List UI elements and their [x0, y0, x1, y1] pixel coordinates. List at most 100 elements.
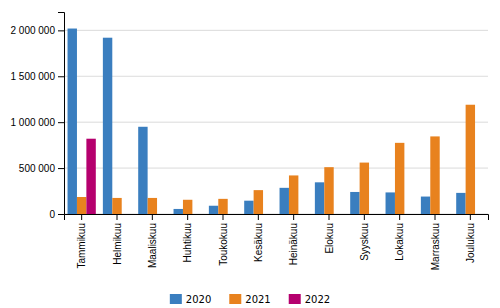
legend: 2020 2021 2022: [170, 294, 330, 305]
x-tick-mark: [435, 214, 436, 220]
bar: [421, 197, 430, 214]
x-tick-label: Kesäkuu: [253, 223, 264, 262]
x-tick-label: Marraskuu: [430, 223, 441, 270]
bar: [86, 139, 95, 214]
bar: [289, 175, 298, 214]
x-tick-mark: [470, 214, 471, 220]
legend-label: 2020: [186, 294, 211, 305]
bar: [122, 214, 131, 215]
y-tick-label: 2 000 000: [11, 25, 56, 36]
plot: 0 500 000 1 000 000 1 500 000 2 000 000 Tammi…: [11, 13, 489, 271]
bar: [138, 127, 147, 214]
x-tick-mark: [117, 214, 118, 220]
y-tick: 1 000 000: [11, 117, 65, 128]
x-tick: Toukokuu: [218, 214, 229, 266]
y-tick: 0: [49, 209, 64, 220]
y-tick-label: 500 000: [19, 163, 56, 174]
x-tick-mark: [258, 214, 259, 220]
bar: [174, 209, 183, 214]
grid-line: [64, 76, 488, 77]
bar: [298, 214, 307, 215]
x-tick: Maaliskuu: [147, 214, 158, 268]
legend-swatch: [289, 294, 301, 304]
legend-item: 2021: [229, 294, 270, 305]
bar: [68, 29, 77, 214]
bar-series: [68, 29, 466, 214]
bar: [103, 38, 112, 214]
y-axis-line: [58, 13, 65, 215]
x-tick-mark: [187, 214, 188, 220]
bar: [263, 214, 272, 215]
grid-line: [64, 30, 488, 31]
bar: [456, 193, 465, 214]
x-tick-label: Heinäkuu: [288, 223, 299, 265]
bar: [148, 198, 157, 214]
y-tick-mark: [58, 30, 64, 31]
bar: [360, 163, 369, 214]
bar: [77, 197, 86, 214]
x-tick: Syyskuu: [359, 214, 370, 261]
y-tick-mark: [58, 168, 64, 169]
x-tick: Marraskuu: [430, 214, 441, 270]
y-tick-mark: [58, 76, 64, 77]
bar: [369, 214, 378, 215]
legend-swatch: [170, 294, 182, 304]
bar: [386, 192, 395, 214]
bar: [430, 136, 439, 214]
bar: [157, 214, 166, 215]
bar: [209, 206, 218, 214]
bar: [228, 214, 237, 215]
bar: [280, 188, 289, 214]
x-tick-label: Joulukuu: [465, 223, 476, 263]
x-tick-label: Syyskuu: [359, 223, 370, 261]
bars: [68, 29, 476, 214]
x-tick-label: Lokakuu: [394, 223, 405, 261]
bar: [324, 167, 333, 214]
legend-item: 2022: [289, 294, 330, 305]
x-tick-mark: [364, 214, 365, 220]
chart: 0 500 000 1 000 000 1 500 000 2 000 000 Tammi…: [0, 0, 500, 308]
x-tick-mark: [399, 214, 400, 220]
x-axis-line: [65, 215, 489, 221]
x-tick-label: Toukokuu: [218, 223, 229, 266]
x-tick: Elokuu: [324, 214, 335, 254]
y-tick: 500 000: [19, 163, 64, 174]
x-tick-label: Helmikuu: [112, 223, 123, 265]
x-tick-mark: [152, 214, 153, 220]
x-tick: Kesäkuu: [253, 214, 264, 262]
bar: [350, 192, 359, 214]
grid-line: [64, 122, 488, 123]
bar: [334, 214, 343, 215]
bar: [183, 200, 192, 214]
bar: [404, 214, 413, 215]
x-tick-label: Tammikuu: [76, 223, 87, 269]
x-tick-label: Elokuu: [324, 223, 335, 254]
x-tick-mark: [223, 214, 224, 220]
y-tick-mark: [58, 122, 64, 123]
y-axis: 0 500 000 1 000 000 1 500 000 2 000 000: [11, 13, 65, 220]
y-tick-mark: [58, 214, 64, 215]
x-tick: Heinäkuu: [288, 214, 299, 265]
y-tick-label: 1 000 000: [11, 117, 56, 128]
bar: [244, 201, 253, 214]
x-tick-label: Huhtikuu: [182, 223, 193, 262]
legend-item: 2020: [170, 294, 211, 305]
bar: [315, 182, 324, 214]
bar-series: [77, 105, 475, 214]
bar: [192, 214, 201, 215]
bar: [440, 214, 449, 215]
grid-line: [64, 168, 488, 169]
y-tick: 1 500 000: [11, 71, 65, 82]
x-tick: Tammikuu: [76, 214, 87, 269]
bar: [218, 199, 227, 214]
legend-label: 2022: [305, 294, 330, 305]
bar-series: [86, 139, 95, 214]
bar: [395, 143, 404, 214]
y-tick: 2 000 000: [11, 25, 65, 36]
x-tick: Huhtikuu: [182, 214, 193, 262]
bar: [475, 214, 484, 215]
grid: [64, 30, 488, 214]
x-tick-mark: [81, 214, 82, 220]
x-tick-mark: [329, 214, 330, 220]
y-tick-label: 0: [49, 209, 55, 220]
